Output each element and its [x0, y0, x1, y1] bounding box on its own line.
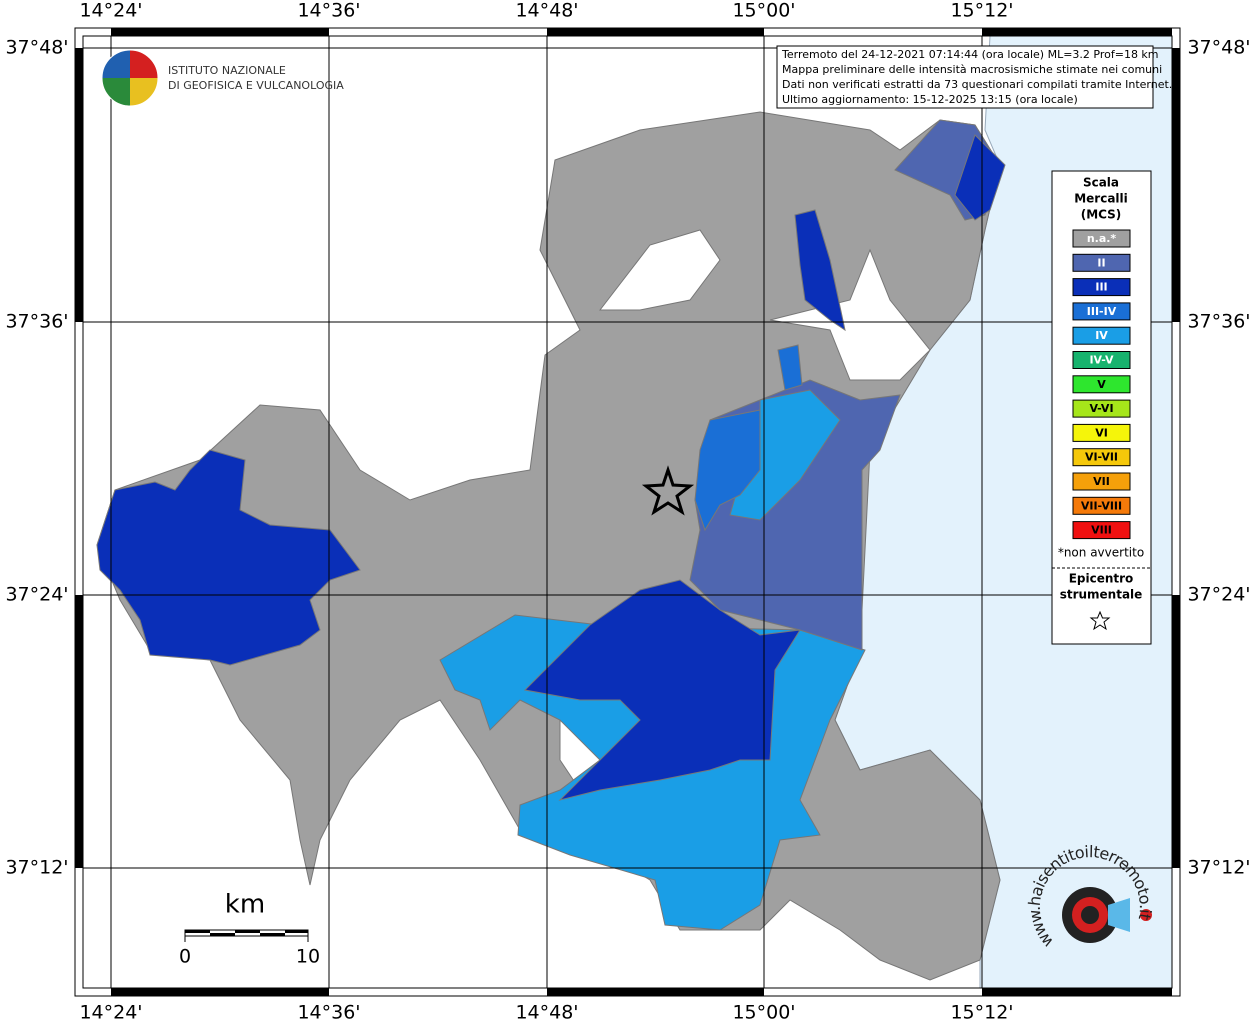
axis-labels: 14°24' 14°36' 14°48' 15°00' 15°12' 14°24…	[5, 0, 1250, 1024]
lat-label: 37°48'	[5, 37, 68, 59]
info-line: Ultimo aggiornamento: 15-12-2025 13:15 (…	[782, 93, 1078, 106]
legend-label: VIII	[1091, 524, 1112, 537]
legend-swatch	[1072, 472, 1131, 491]
legend-label: IV-V	[1089, 354, 1114, 367]
lat-label: 37°12'	[5, 857, 68, 879]
legend-star	[1089, 610, 1111, 631]
epicenter-star	[641, 465, 695, 516]
legend-label: V-VI	[1089, 402, 1113, 415]
lon-label: 15°12'	[950, 1002, 1013, 1024]
legend-swatch	[1072, 326, 1131, 345]
scale-label: 0	[179, 946, 191, 968]
legend-epicenter: Epicentro	[1069, 572, 1134, 586]
lon-label: 14°36'	[297, 0, 360, 22]
legend-label: VI-VII	[1085, 451, 1118, 464]
lon-label: 15°00'	[732, 1002, 795, 1024]
legend-title: (MCS)	[1081, 208, 1122, 222]
lat-label: 37°36'	[1187, 311, 1250, 333]
legend-swatch	[1072, 521, 1131, 540]
scale-label: 10	[296, 946, 320, 968]
lon-label: 14°48'	[515, 0, 578, 22]
legend-swatch	[1072, 375, 1131, 394]
legend-label: VII	[1093, 475, 1110, 488]
region-iii-iv	[777, 344, 803, 391]
legend-label: II	[1097, 256, 1105, 269]
legend-swatch	[1072, 423, 1131, 442]
legend-swatch	[1072, 351, 1131, 369]
scale-unit: km	[225, 890, 265, 920]
legend-epicenter: strumentale	[1060, 588, 1143, 602]
lon-label: 15°00'	[732, 0, 795, 22]
legend-swatch	[1072, 229, 1131, 248]
info-box: Terremoto del 24-12-2021 07:14:44 (ora l…	[776, 45, 1172, 109]
lon-label: 15°12'	[950, 0, 1013, 22]
legend-label: III-IV	[1087, 305, 1117, 318]
no-data-area	[769, 248, 931, 381]
legend-title: Scala	[1083, 176, 1119, 190]
region-iii-iv	[694, 409, 761, 532]
lat-label: 37°48'	[1187, 37, 1250, 59]
info-line: Dati non verificati estratti da 73 quest…	[782, 78, 1172, 91]
lat-label: 37°12'	[1187, 857, 1250, 879]
legend-label: IV	[1095, 329, 1108, 342]
lat-label: 37°24'	[5, 584, 68, 606]
info-line: Mappa preliminare delle intensità macros…	[782, 63, 1162, 76]
region-iii	[794, 209, 846, 332]
legend-swatch	[1072, 448, 1131, 467]
legend-swatch	[1072, 278, 1131, 297]
legend-label: V	[1097, 378, 1106, 391]
scale-bar: km 0 10	[179, 890, 320, 968]
lon-label: 14°48'	[515, 1002, 578, 1024]
frame	[74, 27, 1181, 997]
legend-swatch	[1072, 253, 1131, 272]
legend-swatch	[1072, 496, 1131, 515]
lat-label: 37°24'	[1187, 584, 1250, 606]
legend-note: *non avvertito	[1058, 546, 1144, 560]
logo-text: ISTITUTO NAZIONALE	[168, 64, 286, 77]
legend-label: n.a.*	[1087, 232, 1117, 245]
legend-label: VII-VIII	[1081, 499, 1122, 512]
map-area	[83, 36, 1172, 988]
lon-label: 14°24'	[79, 1002, 142, 1024]
legend-label: III	[1095, 281, 1107, 294]
legend-label: VI	[1095, 426, 1108, 439]
lon-label: 14°24'	[79, 0, 142, 22]
legend-swatch	[1072, 302, 1131, 321]
info-line: Terremoto del 24-12-2021 07:14:44 (ora l…	[781, 48, 1159, 61]
region-iii	[523, 579, 801, 801]
ingv-logo: ISTITUTO NAZIONALE DI GEOFISICA E VULCAN…	[101, 49, 344, 107]
lon-label: 14°36'	[297, 1002, 360, 1024]
legend: Scala Mercalli (MCS) *non avvertito Epic…	[1051, 170, 1152, 645]
region-iii	[96, 449, 361, 666]
lat-label: 37°36'	[5, 311, 68, 333]
legend-title: Mercalli	[1074, 192, 1128, 206]
logo-text: DI GEOFISICA E VULCANOLOGIA	[168, 79, 344, 92]
legend-swatch	[1072, 399, 1131, 418]
no-data-area	[598, 229, 721, 311]
